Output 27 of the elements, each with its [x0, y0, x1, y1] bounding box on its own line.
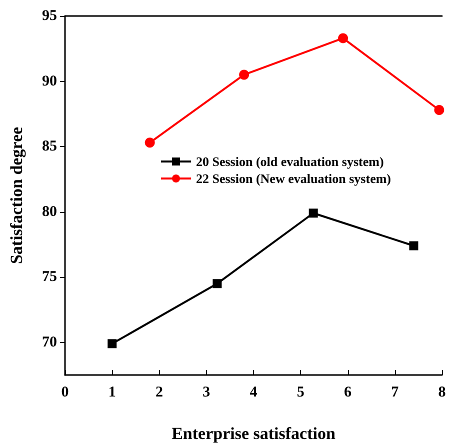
point [308, 208, 318, 218]
x-tick-label: 1 [108, 384, 116, 400]
x-tick-label: 0 [61, 384, 69, 400]
y-tick-label: 85 [42, 138, 57, 155]
x-tick-label: 8 [438, 384, 446, 400]
y-tick-label: 70 [42, 334, 57, 350]
point [434, 104, 444, 115]
legend-label: 22 Session (New evaluation system) [196, 171, 391, 186]
x-axis-title: Enterprise satisfaction [172, 424, 336, 443]
point [409, 241, 418, 250]
y-axis-title: Satisfaction degree [7, 126, 26, 264]
x-tick-label: 3 [202, 384, 210, 400]
point [239, 70, 250, 80]
y-tick-label: 75 [42, 269, 57, 286]
y-tick-label: 95 [42, 8, 57, 24]
point [338, 33, 348, 44]
point [144, 138, 155, 148]
x-tick-label: 5 [296, 384, 304, 400]
x-tick-label: 6 [344, 384, 352, 400]
y-tick-label: 80 [42, 204, 57, 220]
point [212, 279, 222, 288]
x-tick-label: 7 [391, 384, 400, 400]
legend-label: 20 Session (old evaluation system) [196, 154, 384, 169]
point [108, 339, 117, 348]
y-tick-label: 90 [42, 73, 57, 90]
x-tick-label: 2 [156, 384, 163, 400]
x-tick-label: 4 [250, 384, 258, 400]
